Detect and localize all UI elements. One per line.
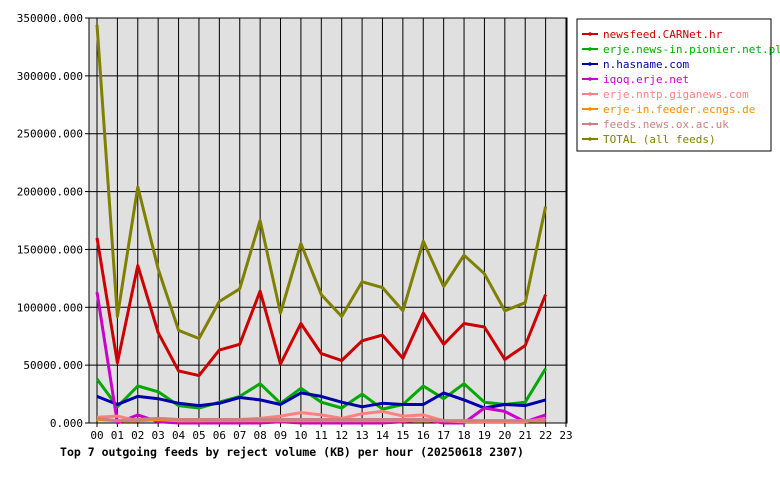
y-tick-label: 200000.000 bbox=[17, 186, 83, 199]
x-tick-label: 13 bbox=[355, 429, 368, 442]
y-axis: 0.000 50000.000 100000.000 150000.000 200000… bbox=[17, 12, 89, 430]
legend-label: iqoq.erje.net bbox=[603, 73, 689, 86]
x-tick-label: 19 bbox=[478, 429, 491, 442]
x-tick-label: 08 bbox=[254, 429, 267, 442]
x-tick-label: 07 bbox=[233, 429, 246, 442]
x-tick-label: 21 bbox=[519, 429, 532, 442]
y-tick-label: 50000.000 bbox=[23, 359, 83, 372]
x-tick-label: 06 bbox=[213, 429, 226, 442]
series-line bbox=[96, 416, 546, 423]
x-tick-label: 15 bbox=[396, 429, 409, 442]
x-tick-label: 09 bbox=[274, 429, 287, 442]
series-line bbox=[96, 391, 547, 410]
legend-marker bbox=[588, 77, 592, 81]
legend-label: erje-in.feeder.ecngs.de bbox=[603, 103, 755, 116]
plot-area bbox=[88, 17, 568, 424]
legend-label: erje.news-in.pionier.net.pl bbox=[603, 43, 780, 56]
legend-marker bbox=[588, 62, 592, 66]
legend-marker bbox=[588, 32, 592, 36]
series-line bbox=[95, 291, 547, 425]
x-axis: 00 01 02 03 04 05 06 07 08 09 10 11 12 13 14 15 16 17 18 19… bbox=[90, 423, 573, 442]
x-tick-label: 00 bbox=[90, 429, 103, 442]
x-tick-label: 02 bbox=[131, 429, 144, 442]
legend-label: erje.nntp.giganews.com bbox=[603, 88, 749, 101]
y-tick-label: 150000.000 bbox=[17, 243, 83, 256]
chart-title: Top 7 outgoing feeds by reject volume (K… bbox=[60, 445, 524, 459]
y-tick-label: 0.000 bbox=[50, 417, 83, 430]
x-tick-label: 01 bbox=[111, 429, 124, 442]
legend-marker bbox=[588, 92, 592, 96]
series-line bbox=[95, 24, 548, 340]
legend-label: n.hasname.com bbox=[603, 58, 689, 71]
grid bbox=[89, 18, 567, 423]
x-tick-label: 16 bbox=[417, 429, 430, 442]
x-tick-label: 05 bbox=[192, 429, 205, 442]
x-tick-label: 11 bbox=[315, 429, 328, 442]
legend-label: feeds.news.ox.ac.uk bbox=[603, 118, 729, 131]
x-tick-label: 18 bbox=[457, 429, 470, 442]
x-tick-label: 23 bbox=[559, 429, 572, 442]
legend-marker bbox=[588, 47, 592, 51]
y-tick-label: 350000.000 bbox=[17, 12, 83, 25]
x-tick-label: 12 bbox=[335, 429, 348, 442]
legend-box bbox=[576, 18, 772, 152]
x-tick-label: 14 bbox=[376, 429, 390, 442]
series-lines bbox=[95, 24, 548, 425]
series-line bbox=[95, 237, 547, 378]
x-tick-label: 10 bbox=[294, 429, 307, 442]
y-tick-label: 250000.000 bbox=[17, 128, 83, 141]
x-tick-label: 04 bbox=[172, 429, 186, 442]
legend-marker bbox=[588, 122, 592, 126]
legend-label: TOTAL (all feeds) bbox=[603, 133, 716, 146]
legend-marker bbox=[588, 137, 592, 141]
legend-label: newsfeed.CARNet.hr bbox=[603, 28, 723, 41]
x-tick-label: 22 bbox=[539, 429, 552, 442]
x-tick-label: 03 bbox=[152, 429, 165, 442]
y-tick-label: 100000.000 bbox=[17, 301, 83, 314]
legend-marker bbox=[588, 107, 592, 111]
legend: newsfeed.CARNet.hr erje.news-in.pionier.n… bbox=[576, 18, 780, 152]
x-tick-label: 20 bbox=[498, 429, 511, 442]
y-tick-label: 300000.000 bbox=[17, 70, 83, 83]
x-tick-label: 17 bbox=[437, 429, 450, 442]
